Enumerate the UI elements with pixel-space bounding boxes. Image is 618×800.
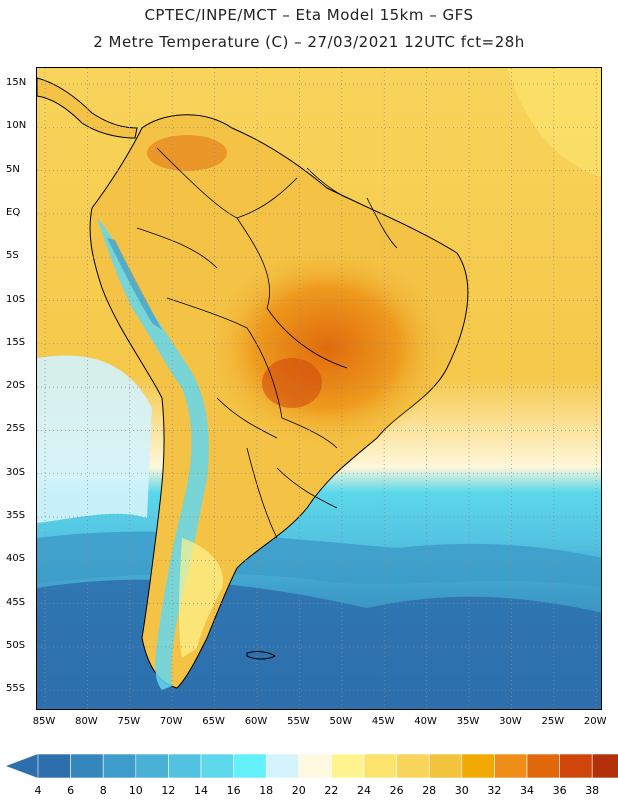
- colorbar-swatch: [428, 753, 463, 779]
- colorbar-tick-label: 12: [161, 784, 176, 797]
- country-borders: [136, 147, 398, 539]
- longitude-label: 50W: [329, 716, 353, 727]
- andes-north-cold: [107, 238, 162, 330]
- venezuela-hot-spot: [147, 135, 227, 171]
- colorbar-swatch: [37, 753, 71, 779]
- colorbar-tick-label: 8: [99, 784, 107, 797]
- latitude-label: 35S: [6, 510, 26, 521]
- longitude-label: 85W: [32, 716, 56, 727]
- colorbar-tick-label: 32: [487, 784, 502, 797]
- latitude-label: 20S: [6, 380, 26, 392]
- longitude-label: 30W: [499, 716, 522, 727]
- latitude-label: 45S: [6, 596, 26, 608]
- longitude-label: 75W: [117, 716, 141, 727]
- colorbar-tick-label: 22: [324, 784, 339, 797]
- colorbar-tick-label: 18: [259, 784, 274, 797]
- longitude-label: 80W: [75, 716, 98, 727]
- colorbar-tick-label: 16: [226, 784, 241, 797]
- colorbar-tick-label: 24: [357, 784, 371, 797]
- colorbar-tick-label: 10: [128, 784, 143, 797]
- colorbar-swatch: [200, 753, 234, 779]
- colorbar-tick-label: 30: [454, 784, 469, 797]
- interior-hot-zone: [207, 248, 447, 448]
- colorbar-tick-label: 14: [194, 784, 208, 797]
- colorbar: [6, 753, 618, 779]
- colorbar-swatch: [233, 753, 267, 779]
- longitude-label: 35W: [456, 716, 480, 727]
- map-canvas: [37, 68, 601, 709]
- colorbar-swatch: [70, 753, 104, 779]
- colorbar-swatch: [591, 753, 618, 779]
- colorbar-tick-label: 6: [67, 784, 75, 797]
- latitude-label: 55S: [6, 683, 26, 695]
- colorbar-swatch: [461, 753, 495, 779]
- colorbar-swatch: [363, 753, 397, 779]
- colorbar-swatch: [331, 753, 365, 779]
- colorbar-swatch: [494, 753, 528, 779]
- colorbar-tick-label: 34: [520, 784, 534, 797]
- latitude-label: 25S: [6, 423, 26, 435]
- colorbar-tick-label: 26: [389, 784, 404, 797]
- map-title-line2: 2 Metre Temperature (C) – 27/03/2021 12U…: [93, 33, 525, 51]
- central-america-land: [37, 77, 138, 139]
- caribbean-warm: [37, 68, 601, 113]
- colorbar-tick-label: 20: [291, 784, 306, 797]
- longitude-label: 20W: [583, 716, 607, 727]
- falklands-outline: [246, 651, 276, 660]
- latitude-label: 5S: [6, 250, 19, 262]
- colorbar-swatch: [298, 753, 332, 779]
- latitude-label: 40S: [6, 553, 26, 565]
- latitude-label: 50S: [6, 639, 26, 651]
- latitude-label: 10N: [6, 120, 27, 132]
- latitude-label: 5N: [6, 163, 20, 175]
- latitude-label: 30S: [6, 466, 26, 478]
- longitude-label: 45W: [371, 716, 395, 727]
- temperature-map: [36, 67, 602, 710]
- longitude-label: 40W: [414, 716, 437, 727]
- latitude-label: EQ: [6, 206, 21, 218]
- colorbar-swatch: [102, 753, 137, 779]
- longitude-label: 65W: [202, 716, 225, 727]
- map-title-line1: CPTEC/INPE/MCT – Eta Model 15km – GFS: [144, 6, 474, 24]
- colorbar-swatch: [526, 753, 560, 779]
- colorbar-tick-label: 28: [422, 784, 437, 797]
- colorbar-tick-label: 36: [552, 784, 567, 797]
- pacific-cool-area: [37, 355, 152, 523]
- latitude-label: 15S: [6, 336, 26, 348]
- colorbar-tick-label: 4: [34, 784, 42, 797]
- colorbar-swatch: [265, 753, 300, 779]
- longitude-label: 70W: [159, 716, 183, 727]
- colorbar-low-arrow: [6, 754, 38, 778]
- latitude-label: 10S: [6, 293, 26, 305]
- colorbar-tick-label: 38: [585, 784, 600, 797]
- colorbar-swatch: [135, 753, 169, 779]
- atlantic-warm-patch: [507, 68, 601, 178]
- longitude-label: 25W: [541, 716, 565, 727]
- colorbar-swatch: [168, 753, 202, 779]
- colorbar-swatch: [559, 753, 593, 779]
- longitude-label: 60W: [244, 716, 268, 727]
- colorbar-swatch: [396, 753, 430, 779]
- patagonia-cool: [178, 538, 223, 658]
- pantanal-hot-spot: [262, 358, 322, 408]
- longitude-label: 55W: [287, 716, 310, 727]
- latitude-label: 15N: [6, 77, 27, 88]
- colorbar-high-arrow: [614, 761, 618, 771]
